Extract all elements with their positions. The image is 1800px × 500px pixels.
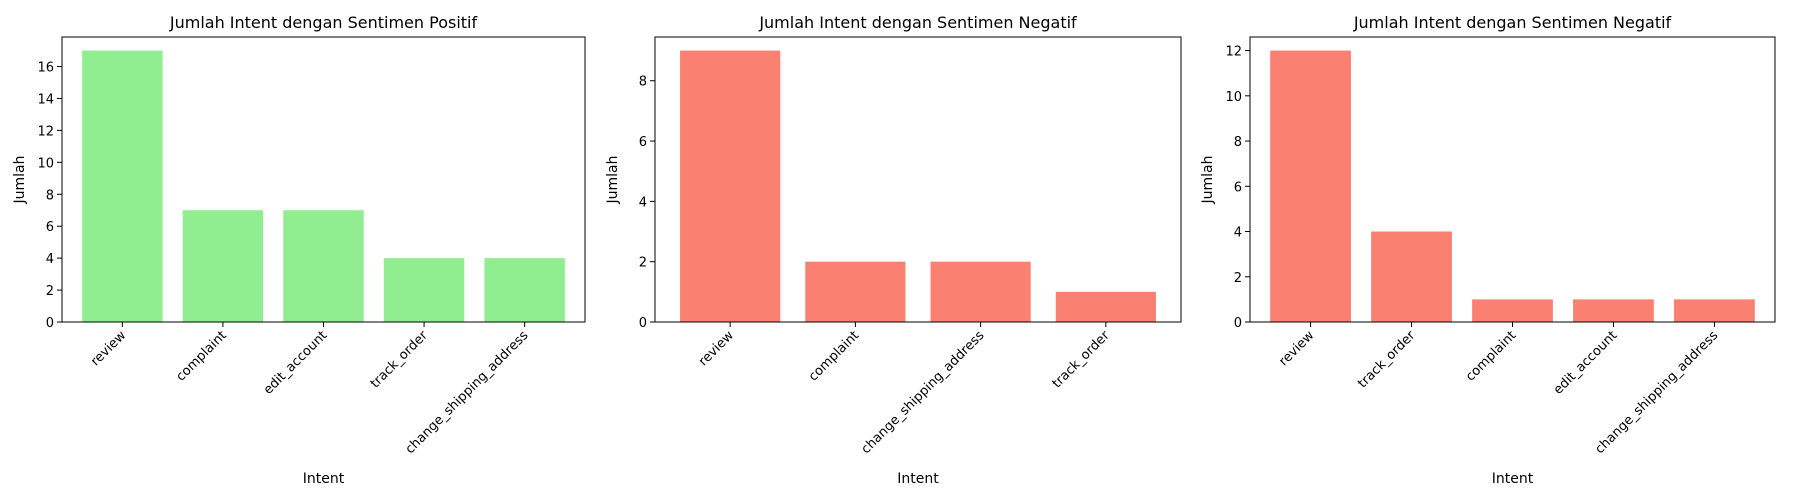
x-tick-label: change_shipping_address bbox=[859, 328, 988, 457]
bar-review bbox=[82, 50, 163, 322]
x-tick-label: complaint bbox=[1463, 328, 1519, 384]
bar-track-order bbox=[1055, 291, 1156, 322]
y-tick-label: 10 bbox=[1225, 90, 1242, 105]
chart-title: Jumlah Intent dengan Sentimen Negatif bbox=[1353, 13, 1672, 32]
x-tick-label: complaint bbox=[806, 328, 862, 384]
y-tick-label: 12 bbox=[1225, 45, 1242, 60]
y-tick-label: 2 bbox=[46, 284, 54, 299]
y-tick-label: 8 bbox=[1234, 135, 1242, 150]
x-tick-label: edit_account bbox=[261, 328, 330, 397]
chart-title: Jumlah Intent dengan Sentimen Positif bbox=[169, 13, 478, 32]
x-tick-label: change_shipping_address bbox=[1592, 328, 1721, 457]
y-tick-label: 6 bbox=[46, 220, 54, 235]
y-tick-label: 4 bbox=[1234, 226, 1242, 241]
x-tick-label: review bbox=[88, 328, 129, 369]
y-axis-label: Jumlah bbox=[12, 156, 28, 205]
bar-change-shipping-address bbox=[930, 261, 1031, 322]
x-tick-label: edit_account bbox=[1551, 328, 1620, 397]
x-axis-label: Intent bbox=[303, 471, 345, 487]
bar-change-shipping-address bbox=[484, 258, 565, 322]
chart-3: 0 2 4 6 8 10 12 review track_order complaint edit_… bbox=[1200, 13, 1776, 487]
y-tick-label: 16 bbox=[37, 61, 54, 76]
x-tick-label: review bbox=[1276, 328, 1317, 369]
x-axis-label: Intent bbox=[897, 471, 939, 487]
y-tick-label: 4 bbox=[639, 195, 647, 210]
plot-frame bbox=[654, 36, 1182, 323]
x-tick-label: track_order bbox=[368, 328, 432, 392]
y-tick-label: 14 bbox=[37, 92, 54, 107]
x-tick-label: review bbox=[696, 328, 737, 369]
x-tick-label: track_order bbox=[1050, 328, 1114, 392]
chart-1: 0 2 4 6 8 10 12 14 16 review complaint edit_account… bbox=[12, 13, 586, 487]
chart-2: 0 2 4 6 8 review complaintchange_shipping_addr… bbox=[605, 13, 1182, 487]
y-tick-label: 4 bbox=[46, 252, 54, 267]
bar-complaint bbox=[1472, 299, 1553, 322]
x-tick-label: track_order bbox=[1355, 328, 1419, 392]
bar-edit-account bbox=[283, 210, 364, 322]
x-axis-label: Intent bbox=[1492, 471, 1534, 487]
bar-track-order bbox=[1371, 231, 1452, 322]
y-tick-label: 12 bbox=[37, 124, 54, 139]
bar-complaint bbox=[182, 210, 264, 322]
y-tick-label: 10 bbox=[37, 156, 54, 171]
y-axis-label: Jumlah bbox=[605, 156, 621, 205]
y-tick-label: 8 bbox=[639, 75, 647, 90]
bar-review bbox=[680, 50, 781, 322]
bar-track-order bbox=[383, 258, 465, 322]
bar-change-shipping-address bbox=[1674, 299, 1755, 322]
y-tick-label: 0 bbox=[46, 316, 54, 331]
y-axis-label: Jumlah bbox=[1200, 156, 1216, 205]
y-tick-label: 0 bbox=[639, 316, 647, 331]
y-tick-label: 0 bbox=[1234, 316, 1242, 331]
y-tick-label: 6 bbox=[639, 135, 647, 150]
y-tick-label: 6 bbox=[1234, 180, 1242, 195]
y-tick-label: 2 bbox=[1234, 271, 1242, 286]
bar-edit-account bbox=[1573, 299, 1654, 322]
bar-complaint bbox=[805, 261, 906, 322]
y-tick-label: 2 bbox=[639, 256, 647, 271]
x-tick-label: complaint bbox=[174, 328, 230, 384]
y-tick-label: 8 bbox=[46, 188, 54, 203]
chart-title: Jumlah Intent dengan Sentimen Negatif bbox=[758, 13, 1077, 32]
bar-review bbox=[1270, 50, 1351, 322]
